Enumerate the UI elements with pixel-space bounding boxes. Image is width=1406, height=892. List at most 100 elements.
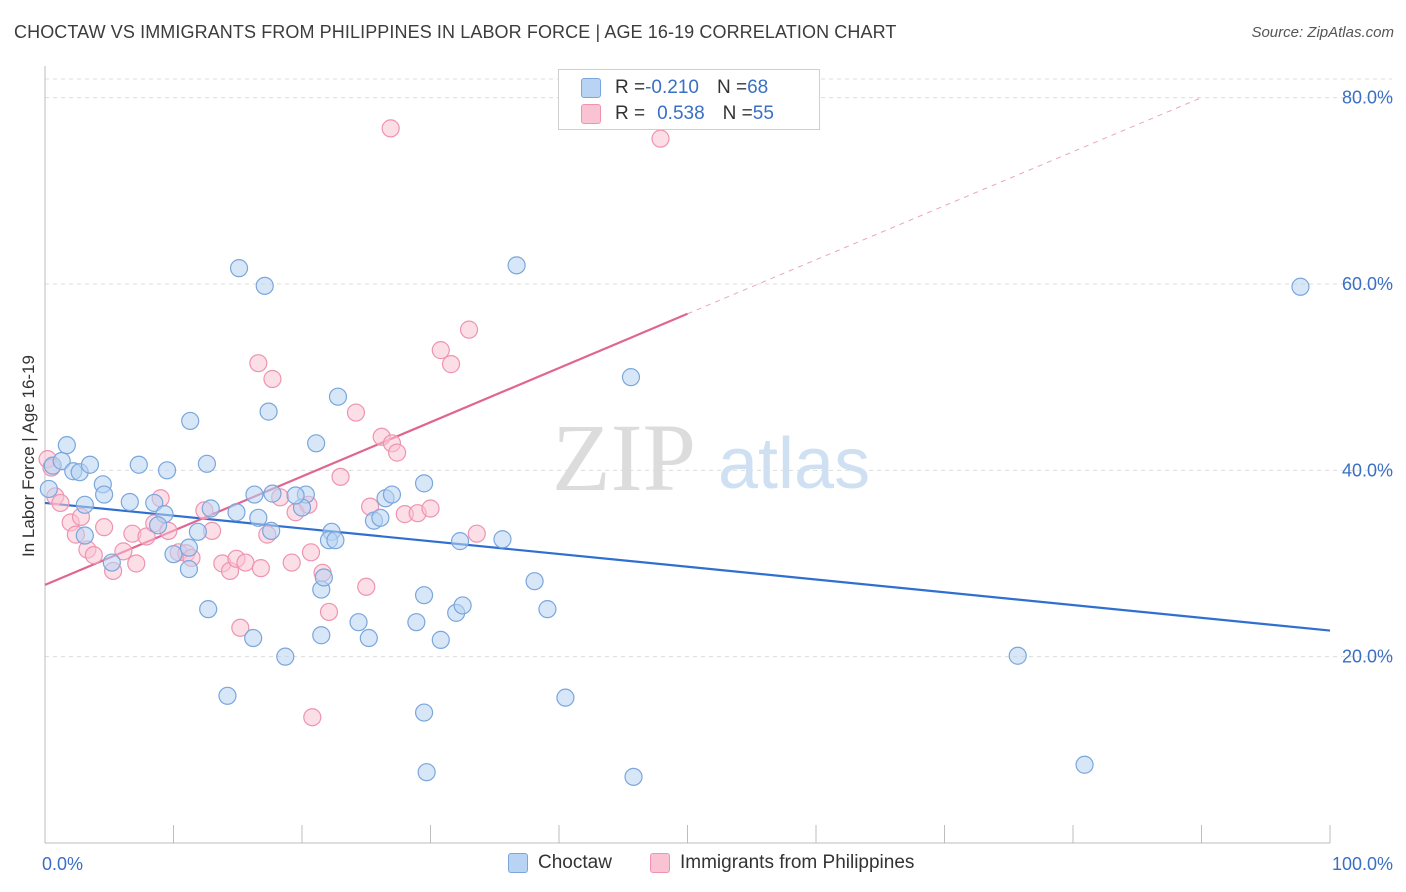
data-points [38, 119, 1310, 786]
y-tick-label: 20.0% [1342, 647, 1393, 667]
choctaw-point [371, 508, 390, 527]
choctaw-point [102, 553, 121, 572]
choctaw-point [621, 368, 641, 387]
choctaw-point [259, 402, 278, 421]
n-label: N = [722, 103, 753, 124]
philippines-point [303, 708, 322, 727]
choctaw-point [245, 485, 264, 504]
choctaw-point [314, 568, 333, 587]
y-tick-label: 60.0% [1342, 274, 1393, 294]
choctaw-point [75, 526, 94, 545]
philippines-point [357, 577, 376, 596]
philippines-point [51, 493, 70, 513]
philippines-point [282, 553, 301, 572]
x-tick-label: 100.0% [1332, 854, 1393, 874]
philippines-point [346, 403, 366, 422]
choctaw-point [262, 521, 281, 540]
choctaw-point [414, 703, 434, 722]
philippines-point [467, 524, 486, 543]
watermark: ZIP atlas [552, 404, 870, 511]
choctaw-point [120, 492, 139, 512]
philippines-point [231, 618, 250, 637]
choctaw-point [328, 387, 348, 406]
choctaw-point [507, 256, 526, 275]
choctaw-point [312, 626, 331, 645]
choctaw-point [414, 586, 434, 605]
philippines-point [127, 554, 146, 573]
choctaw-point [525, 572, 544, 591]
choctaw-point [624, 767, 643, 786]
choctaw-point [1075, 755, 1094, 774]
choctaw-point [407, 613, 426, 632]
source-label: Source: ZipAtlas.com [1251, 24, 1394, 41]
choctaw-point [431, 630, 450, 649]
n-value: 68 [747, 77, 769, 98]
choctaw-swatch [508, 853, 528, 873]
y-axis-label: In Labor Force | Age 16-19 [19, 355, 38, 557]
choctaw-point [276, 647, 295, 666]
choctaw-point [382, 485, 402, 504]
legend-label: Choctaw [538, 852, 612, 873]
choctaw-point [199, 600, 218, 619]
choctaw-point [129, 455, 148, 474]
r-value: 0.538 [657, 103, 705, 124]
philippines-point [319, 602, 339, 622]
stats-legend: R = -0.210 N = 68 R = 0.538 N = 55 [558, 69, 820, 130]
choctaw-point [148, 516, 168, 535]
legend-item-choctaw: Choctaw [508, 852, 612, 874]
choctaw-point [197, 454, 217, 473]
r-label: R = [615, 103, 646, 124]
choctaw-point [417, 763, 436, 782]
philippines-swatch [581, 104, 601, 124]
choctaw-point [218, 686, 237, 705]
choctaw-point [538, 600, 557, 619]
choctaw-point [263, 484, 282, 503]
choctaw-point [493, 530, 512, 549]
choctaw-point [188, 522, 208, 541]
philippines-point [263, 369, 282, 389]
choctaw-swatch [581, 78, 601, 98]
choctaw-point [179, 559, 199, 579]
philippines-point [431, 341, 450, 360]
choctaw-point [57, 436, 76, 455]
series-legend: Choctaw Immigrants from Philippines [0, 852, 1406, 878]
tick-labels: 20.0% 40.0% 60.0% 80.0% 0.0% 100.0% [42, 88, 1393, 874]
choctaw-point [95, 485, 114, 504]
choctaw-point [181, 411, 200, 431]
legend-item-philippines: Immigrants from Philippines [650, 852, 914, 874]
philippines-point [331, 467, 350, 486]
choctaw-point [556, 688, 575, 707]
r-label: R = [615, 77, 646, 98]
choctaw-point [453, 596, 472, 615]
choctaw-point [349, 613, 368, 632]
choctaw-point [414, 474, 434, 493]
n-value: 55 [752, 103, 774, 124]
philippines-swatch [650, 853, 670, 873]
y-tick-label: 40.0% [1342, 460, 1393, 480]
philippines-point [301, 543, 321, 562]
choctaw-point [39, 479, 58, 499]
philippines-point [381, 119, 400, 138]
choctaw-point [450, 532, 470, 551]
y-tick-label: 80.0% [1342, 88, 1393, 108]
philippines-point [651, 129, 670, 148]
n-label: N = [716, 77, 748, 98]
philippines-point [95, 518, 114, 537]
choctaw-point [229, 259, 249, 278]
philippines-point [84, 546, 103, 565]
choctaw-point [249, 508, 268, 527]
r-value: -0.210 [645, 77, 699, 98]
watermark-zip: ZIP [552, 404, 696, 511]
chart-title: CHOCTAW VS IMMIGRANTS FROM PHILIPPINES I… [14, 22, 897, 42]
philippines-point [236, 553, 255, 572]
choctaw-point [201, 499, 220, 518]
choctaw-point [255, 276, 274, 295]
philippines-point [249, 354, 268, 373]
philippines-point [421, 499, 440, 518]
choctaw-point [80, 455, 100, 474]
choctaw-point [1291, 277, 1310, 296]
choctaw-point [75, 495, 94, 514]
choctaw-point [164, 545, 183, 564]
philippines-trend-extension [687, 97, 1202, 315]
